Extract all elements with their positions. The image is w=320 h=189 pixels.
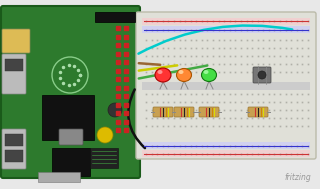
Ellipse shape xyxy=(157,70,163,74)
FancyBboxPatch shape xyxy=(199,107,219,117)
Ellipse shape xyxy=(177,68,191,81)
FancyBboxPatch shape xyxy=(248,107,268,117)
Ellipse shape xyxy=(179,70,183,74)
FancyBboxPatch shape xyxy=(136,12,316,159)
Bar xyxy=(142,150,310,157)
Ellipse shape xyxy=(204,70,209,74)
Bar xyxy=(142,26,310,33)
Bar xyxy=(142,82,310,90)
FancyBboxPatch shape xyxy=(1,6,140,178)
Ellipse shape xyxy=(155,68,171,82)
FancyBboxPatch shape xyxy=(59,129,83,145)
Circle shape xyxy=(97,127,113,143)
Circle shape xyxy=(258,71,266,79)
FancyBboxPatch shape xyxy=(174,107,194,117)
Text: fritzing: fritzing xyxy=(284,173,311,182)
FancyBboxPatch shape xyxy=(253,67,271,83)
Bar xyxy=(5,150,23,162)
Bar xyxy=(42,95,94,140)
Bar xyxy=(90,148,118,168)
Bar xyxy=(5,59,23,71)
Circle shape xyxy=(48,53,92,97)
FancyBboxPatch shape xyxy=(2,54,26,94)
Ellipse shape xyxy=(202,68,217,81)
Bar xyxy=(5,134,23,146)
Bar xyxy=(38,172,80,182)
FancyBboxPatch shape xyxy=(2,29,30,53)
FancyBboxPatch shape xyxy=(2,129,26,169)
Bar xyxy=(142,18,310,25)
Bar xyxy=(52,148,90,176)
Circle shape xyxy=(108,103,122,117)
FancyBboxPatch shape xyxy=(153,107,173,117)
Bar xyxy=(95,12,135,22)
Bar xyxy=(142,142,310,149)
